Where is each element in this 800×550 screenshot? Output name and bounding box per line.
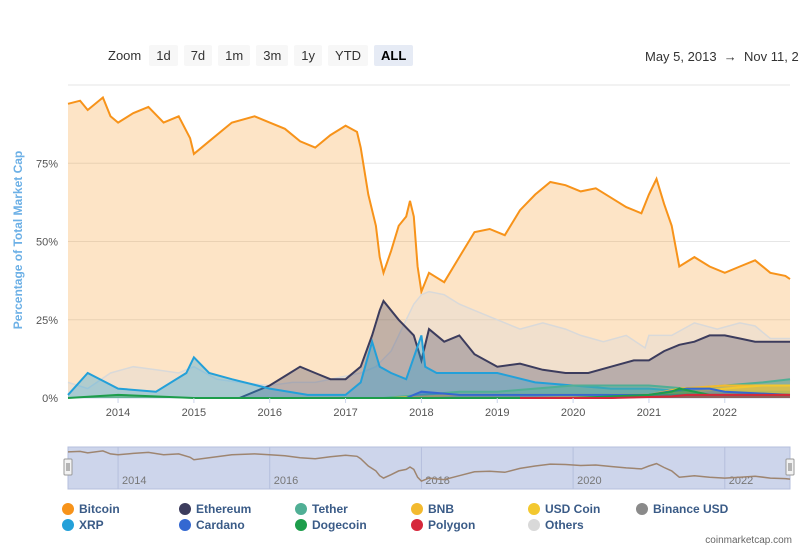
navigator-window[interactable] [67, 446, 791, 490]
legend-label: Cardano [196, 518, 245, 532]
series-areas [67, 95, 791, 399]
zoom-1m-button[interactable]: 1m [218, 45, 251, 66]
legend-label: Binance USD [653, 502, 729, 516]
zoom-1d-button[interactable]: 1d [149, 45, 178, 66]
legend-item-others[interactable]: Others [528, 518, 584, 532]
zoom-7d-button[interactable]: 7d [183, 45, 213, 66]
legend-marker [295, 503, 307, 515]
legend-marker [528, 519, 540, 531]
legend-item-usd-coin[interactable]: USD Coin [528, 502, 600, 516]
navigator-tick-label: 2014 [122, 475, 146, 487]
legend-item-bnb[interactable]: BNB [411, 502, 454, 516]
zoom-ytd-button[interactable]: YTD [328, 45, 369, 66]
zoom-1y-button[interactable]: 1y [294, 45, 323, 66]
x-tick-label: 2018 [409, 407, 433, 419]
legend-marker [62, 503, 74, 515]
range-to[interactable]: Nov 11, 2 [744, 49, 799, 64]
navigator-series-line [67, 450, 791, 482]
legend-item-dogecoin[interactable]: Dogecoin [295, 518, 367, 532]
series-area-bitcoin [68, 97, 790, 398]
navigator-tick-label: 2016 [274, 475, 298, 487]
series-line-others [67, 290, 790, 390]
navigator-handle-right[interactable] [785, 458, 795, 476]
legend-label: Dogecoin [312, 518, 367, 532]
legend-label: Others [545, 518, 584, 532]
y-tick-label: 50% [36, 237, 58, 249]
series-area-others [68, 291, 790, 398]
legend-item-ethereum[interactable]: Ethereum [179, 502, 251, 516]
y-axis: 0% 25% 50% 75% [36, 158, 58, 405]
source-credit: coinmarketcap.com [705, 535, 792, 546]
legend-label: Ethereum [196, 502, 252, 516]
series-area-tether [383, 379, 790, 398]
legend-label: Polygon [428, 518, 476, 532]
series-line-xrp [67, 335, 790, 396]
legend-item-cardano[interactable]: Cardano [179, 518, 245, 532]
zoom-label: Zoom [108, 48, 142, 63]
navigator[interactable]: 2014 2016 2018 2020 2022 [63, 446, 795, 490]
navigator-tick-label: 2018 [425, 475, 449, 487]
navigator-tick-label: 2020 [577, 475, 601, 487]
x-tick-label: 2022 [713, 407, 737, 419]
legend-item-tether[interactable]: Tether [295, 502, 348, 516]
legend-label: Tether [312, 502, 348, 516]
legend-marker [636, 503, 648, 515]
x-tick-label: 2020 [561, 407, 585, 419]
legend-marker [62, 519, 74, 531]
x-tick-label: 2016 [257, 407, 281, 419]
legend-marker [411, 503, 423, 515]
x-tick-label: 2017 [333, 407, 357, 419]
series-line-polygon [520, 393, 790, 399]
legend-label: Bitcoin [79, 502, 120, 516]
legend-marker [411, 519, 423, 531]
range-from[interactable]: May 5, 2013 [645, 49, 717, 64]
x-tick-label: 2014 [106, 407, 130, 419]
series-area-ethereum [239, 301, 790, 398]
legend-label: BNB [428, 502, 454, 516]
legend-item-xrp[interactable]: XRP [62, 518, 104, 532]
x-tick-label: 2019 [485, 407, 509, 419]
legend-item-binance-usd[interactable]: Binance USD [636, 502, 728, 516]
x-tick-label: 2021 [637, 407, 661, 419]
legend-marker [179, 519, 191, 531]
dominance-chart: 2014 2015 2016 2017 2018 2019 2020 2021 2022 0% 2… [11, 84, 795, 490]
y-axis-label: Percentage of Total Market Cap [11, 151, 25, 330]
series-line-ethereum [239, 299, 790, 399]
navigator-handle-left[interactable] [63, 458, 73, 476]
legend-marker [295, 519, 307, 531]
legend-marker [179, 503, 191, 515]
y-tick-label: 0% [42, 393, 58, 405]
zoom-bar: Zoom 1d 7d 1m 3m 1y YTD ALL [108, 45, 414, 66]
legend-marker [528, 503, 540, 515]
legend-item-polygon[interactable]: Polygon [411, 518, 475, 532]
x-axis: 2014 2015 2016 2017 2018 2019 2020 2021 2022 [106, 398, 737, 419]
y-tick-label: 75% [36, 158, 58, 170]
x-tick-label: 2015 [182, 407, 206, 419]
y-tick-label: 25% [36, 315, 58, 327]
zoom-3m-button[interactable]: 3m [256, 45, 289, 66]
series-area-dogecoin [68, 388, 790, 398]
zoom-all-button[interactable]: ALL [374, 45, 414, 66]
legend-label: USD Coin [545, 502, 601, 516]
series-line-bitcoin [67, 95, 791, 296]
legend-label: XRP [79, 518, 104, 532]
range-arrow: → [723, 49, 737, 64]
legend-item-bitcoin[interactable]: Bitcoin [62, 502, 120, 516]
date-range: May 5, 2013 → Nov 11, 2 [645, 49, 800, 64]
